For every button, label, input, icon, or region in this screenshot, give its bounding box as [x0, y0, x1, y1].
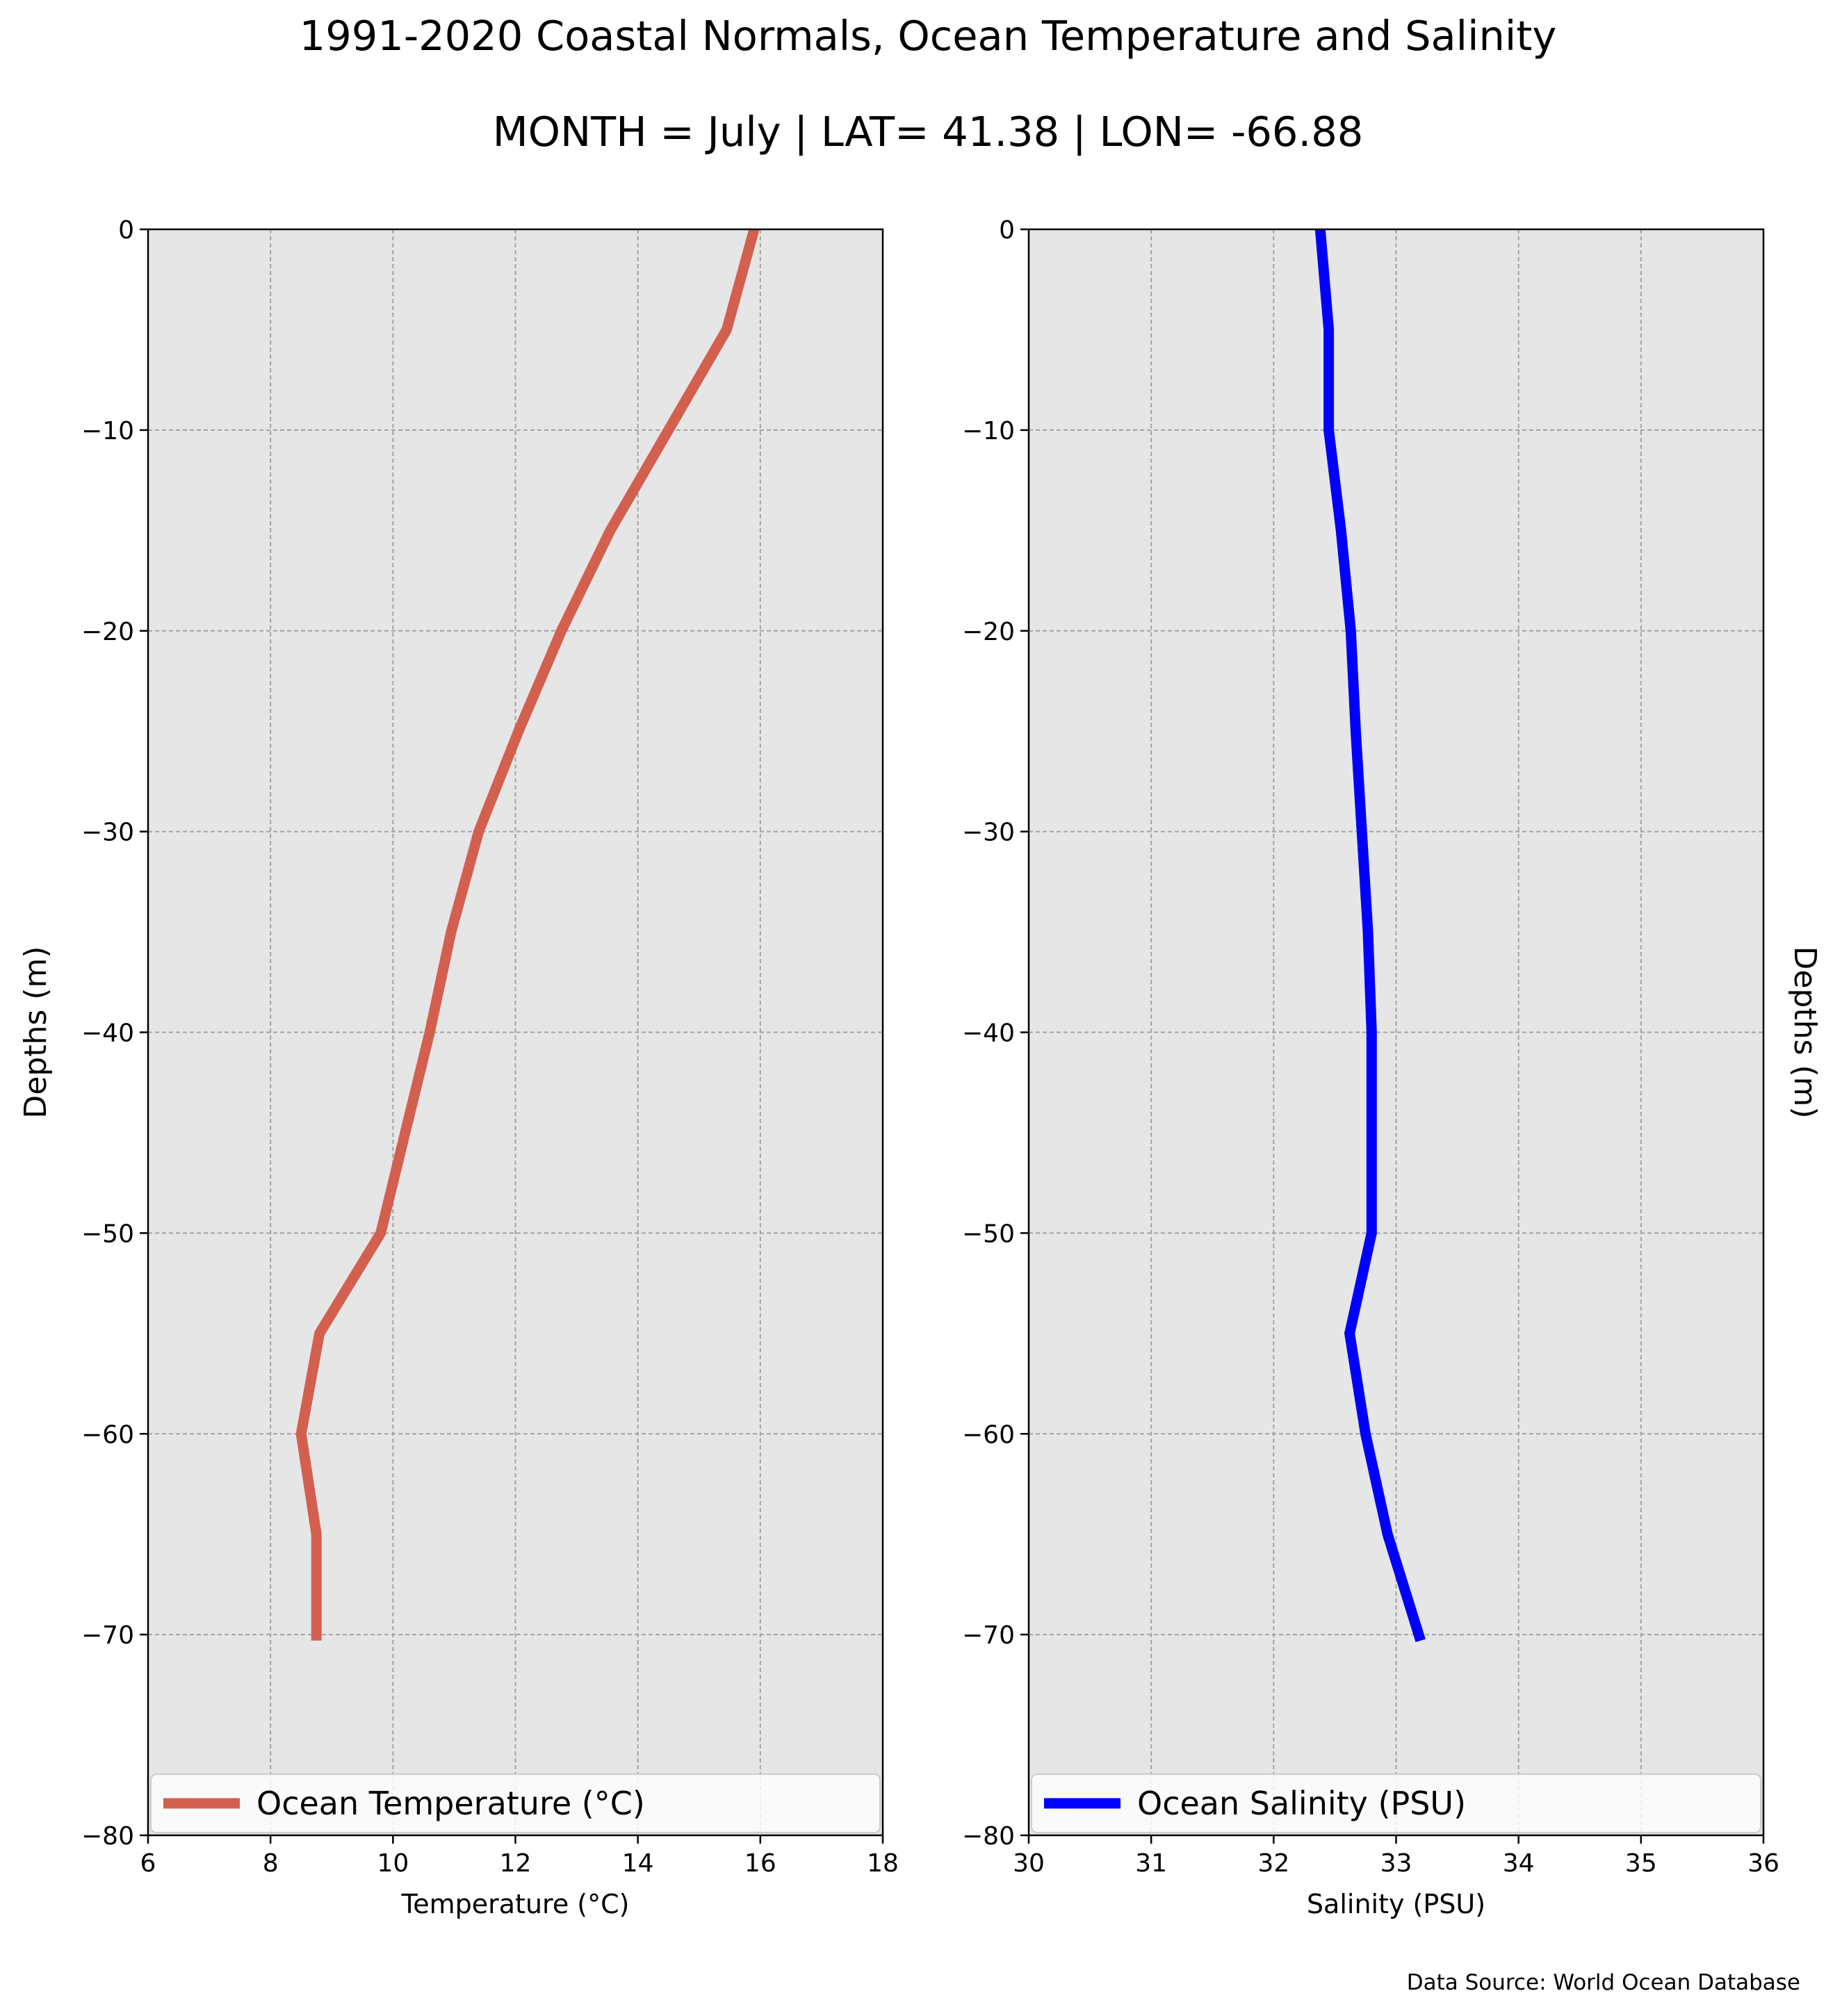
temperature-y-tick-label: −80: [81, 1822, 134, 1851]
salinity-y-tick-label: −80: [962, 1822, 1015, 1851]
temperature-x-tick-label: 10: [377, 1849, 409, 1878]
salinity-y-tick-label: −70: [962, 1621, 1015, 1650]
salinity-x-tick-label: 36: [1747, 1849, 1779, 1878]
salinity-x-tick-label: 34: [1503, 1849, 1535, 1878]
data-source-note: Data Source: World Ocean Database: [1407, 1970, 1800, 1995]
salinity-chart: Ocean Salinity (PSU) 30 31 32 33 34 35 36 0 −10 −2…: [962, 216, 1823, 1919]
temperature-y-tick-label: −70: [81, 1621, 134, 1650]
temperature-y-tick-label: −60: [81, 1420, 134, 1449]
salinity-y-tick-label: −60: [962, 1420, 1015, 1449]
salinity-x-tick-label: 31: [1135, 1849, 1167, 1878]
salinity-legend-box: [1031, 1773, 1761, 1833]
salinity-y-tick-label: −50: [962, 1220, 1015, 1248]
salinity-x-tick-label: 33: [1380, 1849, 1412, 1878]
temperature-x-tick-label: 16: [744, 1849, 776, 1878]
temperature-x-tick-label: 14: [622, 1849, 654, 1878]
salinity-y-axis-label: Depths (m): [1787, 946, 1823, 1118]
temperature-x-tick-label: 6: [140, 1849, 156, 1878]
figure-title: 1991-2020 Coastal Normals, Ocean Tempera…: [300, 12, 1557, 60]
temperature-legend-box: [150, 1773, 881, 1833]
salinity-series-line: [1314, 229, 1426, 1643]
temperature-y-tick-label: −30: [81, 819, 134, 847]
temperature-x-tick-label: 18: [867, 1849, 899, 1878]
salinity-x-axis-label: Salinity (PSU): [1307, 1889, 1485, 1919]
temperature-y-tick-label: −10: [81, 417, 134, 445]
figure-subtitle: MONTH = July | LAT= 41.38 | LON= -66.88: [493, 108, 1364, 156]
temperature-x-axis-label: Temperature (°C): [401, 1889, 630, 1919]
salinity-y-tick-label: −20: [962, 618, 1015, 646]
temperature-chart: Ocean Temperature (°C) 6 8 10 12 14 16 18 0 −10 −2…: [18, 216, 899, 1919]
temperature-y-axis-label: Depths (m): [18, 946, 54, 1118]
temperature-y-tick-label: −40: [81, 1019, 134, 1048]
temperature-y-tick-label: 0: [118, 216, 134, 245]
temperature-x-tick-label: 8: [263, 1849, 279, 1878]
salinity-y-tick-label: −30: [962, 819, 1015, 847]
temperature-x-tick-label: 12: [500, 1849, 532, 1878]
salinity-x-tick-label: 30: [1013, 1849, 1045, 1878]
salinity-y-tick-label: −10: [962, 417, 1015, 445]
temperature-legend-label: Ocean Temperature (°C): [256, 1785, 645, 1822]
salinity-x-tick-label: 32: [1257, 1849, 1289, 1878]
salinity-y-tick-label: 0: [999, 216, 1015, 245]
temperature-series-line: [295, 228, 760, 1641]
temperature-y-tick-label: −20: [81, 618, 134, 646]
salinity-x-tick-label: 35: [1625, 1849, 1657, 1878]
salinity-y-tick-label: −40: [962, 1019, 1015, 1048]
salinity-legend-label: Ocean Salinity (PSU): [1137, 1785, 1466, 1822]
temperature-y-tick-label: −50: [81, 1220, 134, 1248]
